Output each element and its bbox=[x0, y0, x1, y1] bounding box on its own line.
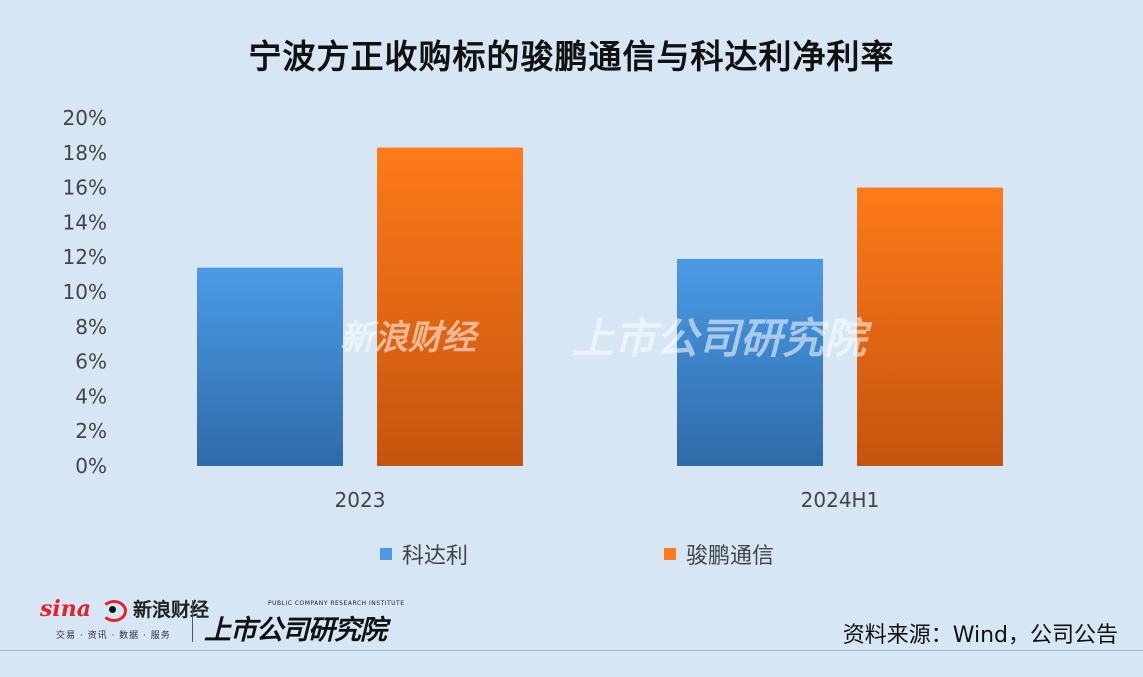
legend-label: 科达利 bbox=[402, 544, 469, 569]
footer-divider bbox=[0, 650, 1143, 651]
y-tick-label: 8% bbox=[75, 315, 107, 339]
bar-chart: 0% 2% 4% 6% 8% 10% 12% 14% 16% 18% 20% 2023 2024H1 bbox=[63, 106, 1003, 512]
legend-item: 科达利 bbox=[380, 538, 468, 570]
sina-brand-text: sina bbox=[40, 596, 91, 622]
research-logo: 上市公司研究院 bbox=[204, 615, 387, 646]
sina-subtitle: 交易 · 资讯 · 数据 · 服务 bbox=[56, 631, 171, 641]
bars bbox=[197, 147, 1003, 466]
y-tick-label: 14% bbox=[63, 210, 107, 234]
sina-eye-icon bbox=[95, 600, 129, 622]
bar-0-1 bbox=[677, 258, 823, 466]
x-axis: 2023 2024H1 bbox=[335, 488, 880, 512]
bar-1-0 bbox=[377, 147, 523, 466]
y-tick-label: 10% bbox=[63, 280, 107, 304]
y-axis: 0% 2% 4% 6% 8% 10% 12% 14% 16% 18% 20% bbox=[63, 106, 107, 478]
y-tick-label: 18% bbox=[63, 141, 107, 165]
y-tick-label: 16% bbox=[63, 176, 107, 200]
x-tick-label: 2023 bbox=[335, 488, 386, 512]
chart-title: 宁波方正收购标的骏鹏通信与科达利净利率 bbox=[248, 37, 895, 76]
legend-swatch bbox=[380, 548, 392, 560]
sina-name: 新浪财经 bbox=[133, 599, 210, 621]
sina-logo: sina 新浪财经 bbox=[40, 596, 210, 622]
legend: 科达利 骏鹏通信 bbox=[0, 538, 1143, 570]
bar-0-0 bbox=[197, 267, 343, 466]
y-tick-label: 0% bbox=[75, 454, 107, 478]
research-english-name: PUBLIC COMPANY RESEARCH INSTITUTE bbox=[268, 600, 405, 607]
source-note: 资料来源：Wind，公司公告 bbox=[842, 623, 1118, 648]
y-tick-label: 12% bbox=[63, 245, 107, 269]
y-tick-label: 20% bbox=[63, 106, 107, 130]
x-tick-label: 2024H1 bbox=[801, 488, 880, 512]
y-tick-label: 2% bbox=[75, 419, 107, 443]
legend-swatch bbox=[664, 548, 676, 560]
bar-1-1 bbox=[857, 187, 1003, 466]
legend-label: 骏鹏通信 bbox=[686, 544, 775, 569]
legend-item: 骏鹏通信 bbox=[664, 538, 774, 570]
logo-divider bbox=[192, 600, 193, 642]
y-tick-label: 6% bbox=[75, 350, 107, 374]
y-tick-label: 4% bbox=[75, 384, 107, 408]
